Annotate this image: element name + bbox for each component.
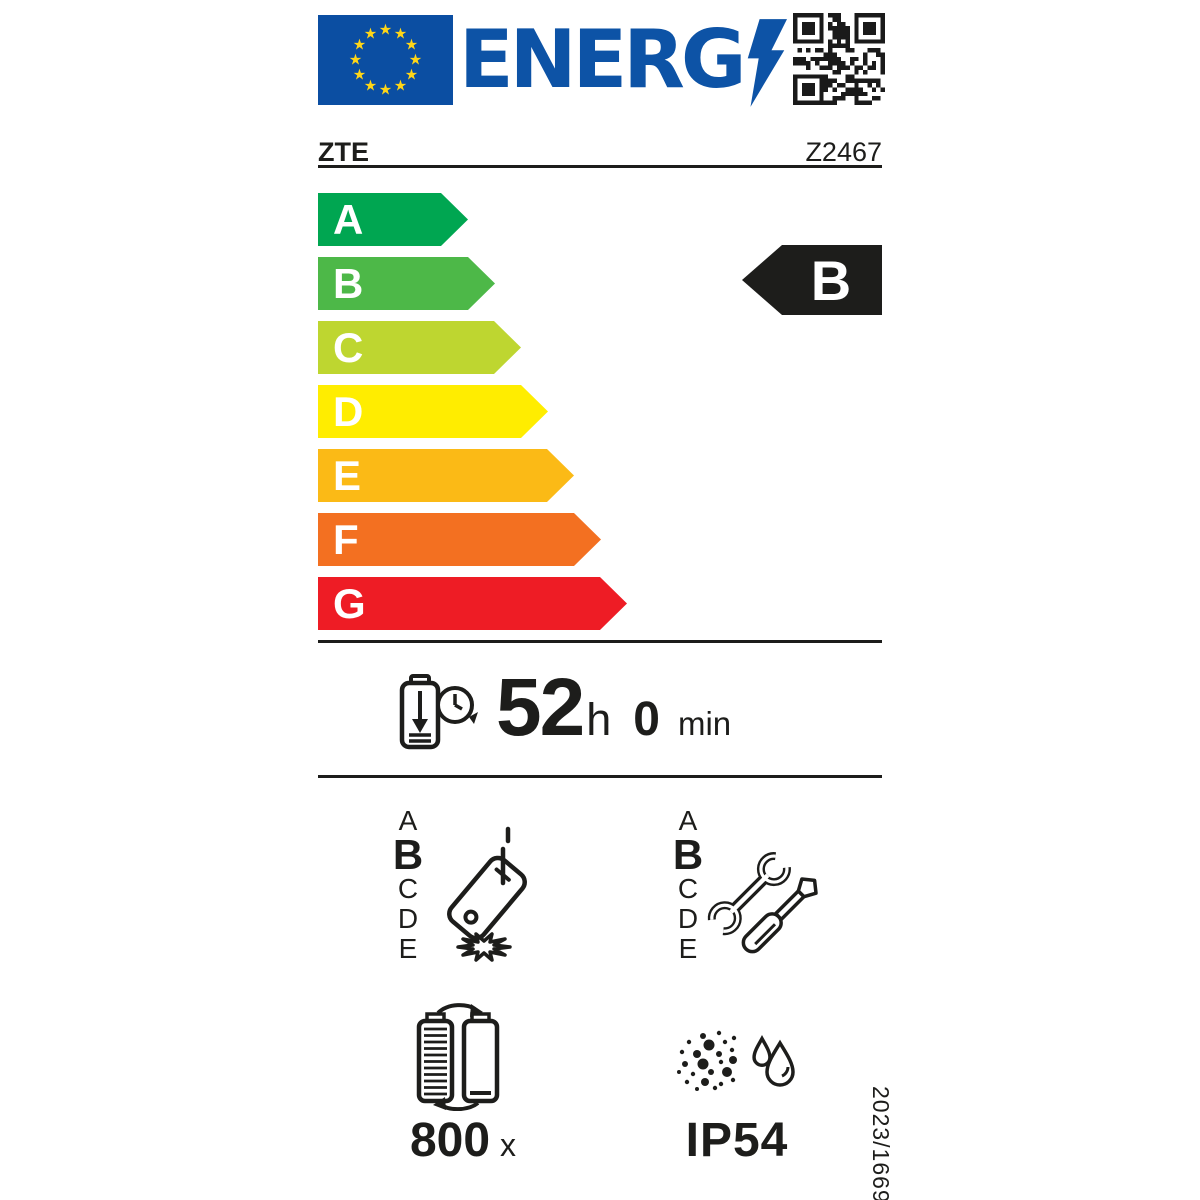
model-number: Z2467: [805, 137, 882, 167]
battery-cycles-icon: [416, 1003, 500, 1116]
endurance-hours: 52: [496, 662, 585, 753]
rating-letter: B: [810, 248, 852, 312]
efficiency-class-letter: F: [333, 516, 359, 563]
qr-code: [793, 13, 885, 105]
ingress-protection-icon: [676, 1029, 802, 1100]
efficiency-class-arrow-D: D: [318, 385, 548, 438]
cycles-unit: x: [500, 1127, 517, 1163]
drop-resistance-icon: [432, 823, 542, 970]
class-scale-letter: C: [397, 873, 419, 904]
class-scale-letter: E: [398, 933, 418, 964]
efficiency-class-arrow-A: A: [318, 193, 468, 246]
efficiency-class-arrow-F: F: [318, 513, 601, 566]
efficiency-class-letter: G: [333, 580, 366, 627]
battery-endurance-icon: [398, 673, 482, 758]
battery-cycles-value: 800 x: [373, 1113, 553, 1168]
ip-rating: IP54: [685, 1114, 789, 1167]
efficiency-class-letter: E: [333, 452, 362, 499]
efficiency-class-letter: A: [333, 196, 364, 243]
eu-star-icon: ★: [378, 81, 393, 99]
endurance-hours-unit: h: [586, 694, 612, 745]
regulation-number: 2023/1669: [868, 1086, 894, 1200]
efficiency-class-arrow-B: B: [318, 257, 495, 310]
energy-logo: ENERG: [459, 13, 787, 107]
class-scale-letter: E: [678, 933, 698, 964]
eu-star-icon: ★: [393, 25, 408, 43]
eu-star-icon: ★: [348, 51, 363, 69]
qr-code-image: [793, 13, 885, 105]
class-scale-letter: A: [398, 805, 418, 836]
eu-star-icon: ★: [352, 66, 367, 84]
class-scale-letter: D: [677, 903, 699, 934]
eu-flag: ★ ★ ★ ★ ★ ★ ★ ★ ★ ★ ★ ★: [318, 15, 453, 105]
class-scale-letter: D: [397, 903, 419, 934]
eu-star-icon: ★: [393, 77, 408, 95]
efficiency-class-letter: B: [333, 260, 364, 307]
endurance-minutes-unit: min: [677, 705, 732, 742]
dust-particles: [677, 1030, 737, 1091]
eu-star-icon: ★: [363, 25, 378, 43]
class-scale-letter: B: [672, 831, 704, 878]
eu-star-icon: ★: [352, 36, 367, 54]
divider: [318, 165, 882, 168]
efficiency-class-letter: C: [333, 324, 364, 371]
manufacturer-name: ZTE: [318, 137, 369, 167]
efficiency-class-arrow-G: G: [318, 577, 627, 630]
energy-wordmark: ENERG: [459, 13, 747, 106]
class-scale-letter: C: [677, 873, 699, 904]
eu-star-icon: ★: [404, 66, 419, 84]
eu-star-icon: ★: [404, 36, 419, 54]
endurance-minutes: 0: [633, 693, 660, 746]
brand-row: ZTE Z2467: [318, 137, 882, 167]
eu-star-icon: ★: [378, 21, 393, 39]
divider: [318, 775, 882, 778]
eu-star-icon: ★: [363, 77, 378, 95]
eu-star-icon: ★: [408, 51, 423, 69]
divider: [318, 640, 882, 643]
cycles-number: 800: [409, 1114, 491, 1167]
water-drops: [752, 1035, 795, 1087]
efficiency-class-arrow-C: C: [318, 321, 521, 374]
battery-endurance-value: 52 h 0 min: [496, 661, 731, 755]
class-scale-letter: B: [392, 831, 424, 878]
class-scale-letter: A: [678, 805, 698, 836]
efficiency-class-letter: D: [333, 388, 364, 435]
repairability-icon: [700, 835, 824, 964]
efficiency-class-arrow-E: E: [318, 449, 574, 502]
lightning-bolt-icon: [747, 19, 787, 107]
